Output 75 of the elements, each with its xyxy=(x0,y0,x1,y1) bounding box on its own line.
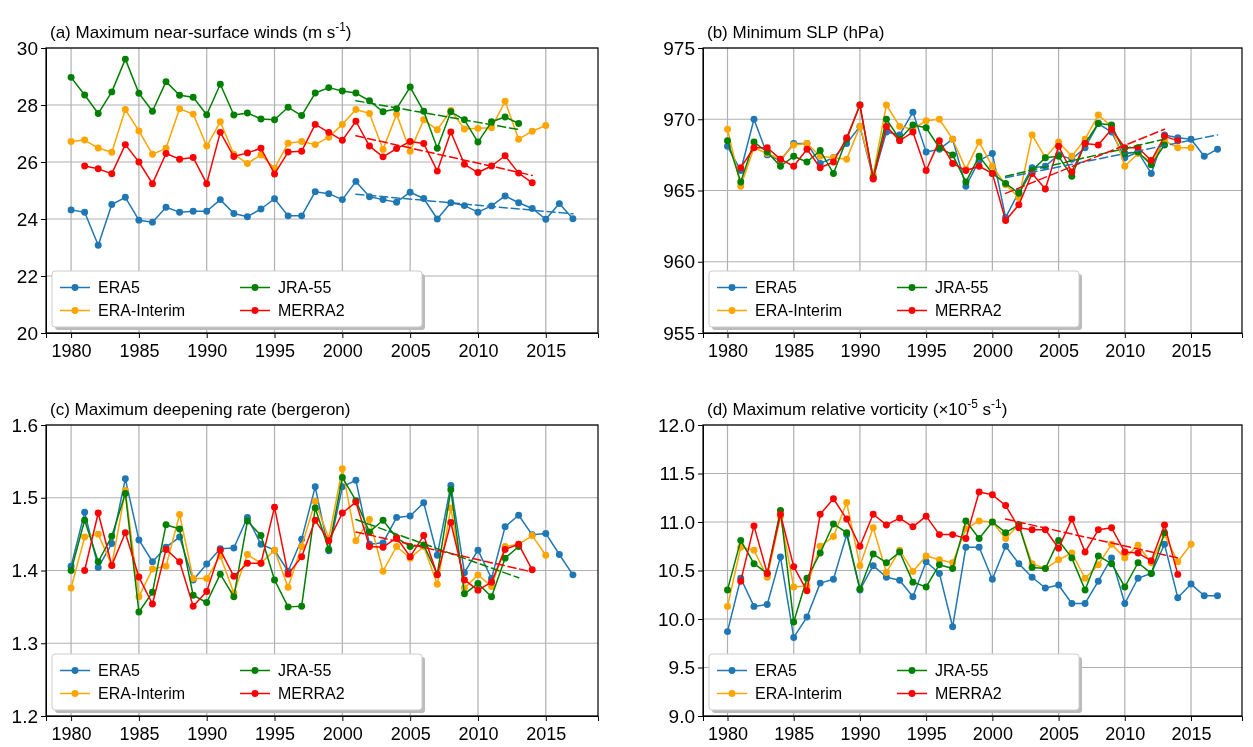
y-tick-label: 20 xyxy=(16,322,38,344)
x-tick-label: 2010 xyxy=(1105,341,1146,362)
y-tick-label: 1.3 xyxy=(11,632,38,654)
x-tick-label: 2000 xyxy=(322,724,363,745)
x-tick-label: 1995 xyxy=(255,724,296,745)
x-tick-label: 1995 xyxy=(906,341,947,362)
x-tick-label: 1980 xyxy=(707,724,749,745)
x-tick-label: 1995 xyxy=(255,341,296,362)
y-tick-label: 26 xyxy=(16,151,38,173)
x-tick-label: 2015 xyxy=(1171,341,1212,362)
y-tick-label: 1.2 xyxy=(11,705,38,727)
y-tick-label: 1.5 xyxy=(11,487,38,509)
y-tick-label: 24 xyxy=(16,208,39,230)
y-tick-label: 955 xyxy=(663,322,695,344)
x-tick-label: 2015 xyxy=(526,341,567,362)
legend-label: ERA-Interim xyxy=(755,302,843,320)
chart-title: (d) Maximum relative vorticity (×10$^{-5}$ s$^{-1}$) xyxy=(707,397,1008,419)
y-tick-label: 1.6 xyxy=(11,414,38,436)
x-tick-label: 2015 xyxy=(1171,724,1212,745)
x-tick-label: 1980 xyxy=(51,341,92,362)
legend-label: ERA-Interim xyxy=(755,685,843,703)
x-tick-label: 2015 xyxy=(526,724,567,745)
legend-label: ERA5 xyxy=(98,279,140,297)
x-tick-label: 2000 xyxy=(322,341,363,362)
legend-label: MERRA2 xyxy=(278,685,345,703)
legend-label: ERA-Interim xyxy=(98,685,186,703)
x-tick-label: 1985 xyxy=(774,341,815,362)
x-tick-label: 2000 xyxy=(972,341,1013,362)
x-tick-label: 1995 xyxy=(906,724,947,745)
y-tick-label: 970 xyxy=(663,108,695,130)
y-tick-label: 1.4 xyxy=(11,560,39,582)
y-tick-label: 975 xyxy=(663,37,695,59)
legend-label: JRA-55 xyxy=(278,279,332,297)
x-tick-label: 1990 xyxy=(840,724,881,745)
legend-label: JRA-55 xyxy=(935,279,989,297)
legend-label: ERA5 xyxy=(755,662,797,680)
chart-title: (b) Minimum SLP (hPa) xyxy=(707,23,885,42)
x-tick-label: 2005 xyxy=(1039,724,1080,745)
y-tick-label: 12.0 xyxy=(658,414,695,436)
x-tick-label: 1980 xyxy=(51,724,92,745)
legend-label: MERRA2 xyxy=(935,685,1002,703)
y-tick-label: 30 xyxy=(16,37,38,59)
legend-label: ERA-Interim xyxy=(98,302,186,320)
x-tick-label: 2010 xyxy=(1105,724,1146,745)
chart-title: (a) Maximum near-surface winds (m s$^{-1}$) xyxy=(50,20,352,42)
x-tick-label: 1985 xyxy=(774,724,815,745)
y-tick-label: 22 xyxy=(16,265,38,287)
legend-label: JRA-55 xyxy=(935,662,989,680)
x-tick-label: 2005 xyxy=(390,341,431,362)
x-tick-label: 1985 xyxy=(119,341,160,362)
legend-label: MERRA2 xyxy=(935,302,1002,320)
x-tick-label: 2000 xyxy=(972,724,1013,745)
legend-label: MERRA2 xyxy=(278,302,345,320)
x-tick-label: 1980 xyxy=(707,341,749,362)
legend-label: ERA5 xyxy=(98,662,140,680)
x-tick-label: 1990 xyxy=(840,341,881,362)
y-tick-label: 11.5 xyxy=(659,463,695,485)
x-tick-label: 1985 xyxy=(119,724,160,745)
x-tick-label: 2005 xyxy=(1039,341,1080,362)
chart-title: (c) Maximum deepening rate (bergeron) xyxy=(50,400,351,419)
x-tick-label: 2010 xyxy=(458,724,499,745)
y-tick-label: 11.0 xyxy=(659,511,695,533)
y-tick-label: 9.5 xyxy=(668,657,695,679)
y-tick-label: 960 xyxy=(663,251,695,273)
y-tick-label: 10.0 xyxy=(658,608,695,630)
y-tick-label: 10.5 xyxy=(658,560,695,582)
y-tick-label: 28 xyxy=(16,94,38,116)
x-tick-label: 2005 xyxy=(390,724,431,745)
y-tick-label: 9.0 xyxy=(668,705,695,727)
x-tick-label: 1990 xyxy=(187,724,228,745)
legend-label: ERA5 xyxy=(755,279,797,297)
x-tick-label: 1990 xyxy=(187,341,228,362)
legend-label: JRA-55 xyxy=(278,662,332,680)
y-tick-label: 965 xyxy=(663,180,695,202)
x-tick-label: 2010 xyxy=(458,341,499,362)
